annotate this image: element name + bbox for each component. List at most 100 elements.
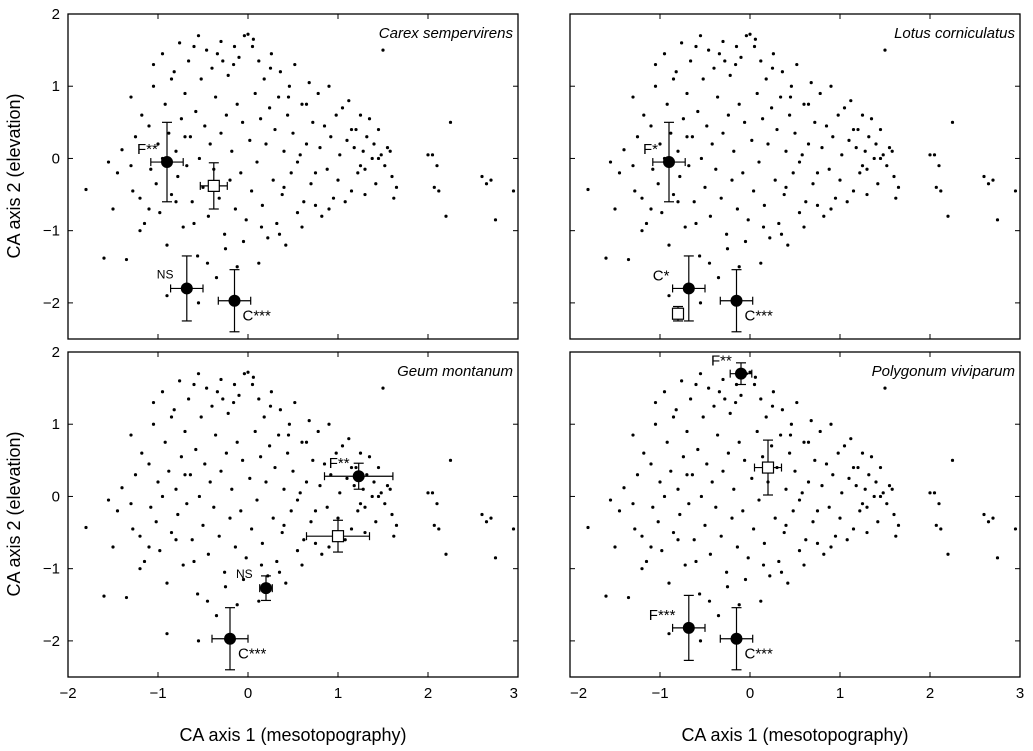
sample-point [860,164,865,168]
sample-point [241,458,245,462]
sample-point [892,174,896,179]
sample-point [232,382,237,387]
sample-point [205,48,209,52]
sample-point [788,433,793,437]
sample-point [289,509,293,513]
sample-point [215,390,219,394]
sample-point [784,523,788,527]
sample-point [676,200,680,204]
sample-point [651,505,655,509]
sample-point [394,523,399,527]
mean-marker-circle [228,294,241,307]
sample-point [824,124,829,128]
sample-point [298,491,302,495]
y-tick-label: 2 [52,6,60,23]
sample-point [797,498,802,502]
sample-point [757,498,761,502]
sample-point [743,120,747,124]
sample-point [268,404,273,408]
sample-point [158,211,162,215]
sample-point [295,160,300,164]
sample-point [253,91,257,96]
sample-point [734,400,738,405]
sample-point [806,102,811,106]
sample-point [802,102,806,106]
sample-point [248,476,252,480]
sample-point [444,552,448,556]
sample-point [286,95,291,99]
sample-point [367,117,372,121]
sample-point [165,243,169,247]
sample-point [649,124,653,128]
sample-point [739,55,743,59]
sample-point [287,84,291,88]
mean-marker-circle [730,294,743,307]
sample-point [860,113,865,117]
sample-point [484,520,489,524]
sample-point [681,455,686,459]
sample-point [365,135,369,139]
sample-point [777,559,781,564]
sample-point [737,603,741,607]
sample-point [831,135,835,139]
sample-point [106,160,111,164]
sample-point [847,138,851,142]
sample-point [273,127,277,132]
panel-top-left: Carex sempervirens F** NS C*** [67,13,519,340]
sample-point [205,599,210,603]
y-tick-label: −1 [43,223,60,240]
sample-point [280,530,284,535]
sample-point [743,458,747,462]
sample-point [289,171,293,175]
sample-point [851,189,856,193]
species-markers: F** NS C*** [211,455,394,671]
sample-point [665,440,669,444]
sample-point [286,113,290,117]
sample-point [102,594,106,598]
sample-point [687,502,691,506]
sample-point [192,382,196,387]
sample-point [771,390,776,394]
mean-marker-circle [730,632,743,645]
sample-point [277,95,281,99]
sample-point [815,541,820,545]
sample-point [235,603,239,607]
sample-point [437,189,441,193]
sample-point [608,160,613,164]
sample-point [928,491,932,495]
sample-point [390,174,394,179]
sample-point [719,196,723,200]
sample-point [809,81,813,85]
sample-point [849,99,853,103]
sample-point [744,34,749,38]
sample-point [815,171,820,175]
sample-point [662,494,667,499]
sample-point [789,84,794,88]
sample-point [788,451,792,455]
sample-point [206,214,210,218]
sample-point [268,444,272,448]
sample-point [626,595,631,600]
y-axis-label-top: CA axis 2 (elevation) [4,93,24,258]
sample-point [671,192,676,197]
sample-point [802,563,806,567]
sample-point [255,498,259,502]
sample-point [349,527,354,531]
sample-point [484,182,489,186]
sample-point [995,556,1000,560]
sample-point [307,81,311,85]
sample-point [174,149,178,153]
sample-point [219,377,223,382]
sample-point [665,102,669,106]
sample-point [381,48,385,52]
sample-point [761,563,766,567]
sample-point [762,203,767,207]
sample-point [138,196,142,200]
sample-point [604,594,608,598]
sample-point [698,301,703,305]
sample-point [991,178,995,182]
axis-ticks: −2 −1 0 1 2 −2 −1 0 1 2 −2 −1 0 1 2 3 −2 −1 0 1 2 3 [43,6,1024,702]
sample-point [226,411,230,415]
sample-point [820,146,824,150]
sample-point [752,527,756,531]
